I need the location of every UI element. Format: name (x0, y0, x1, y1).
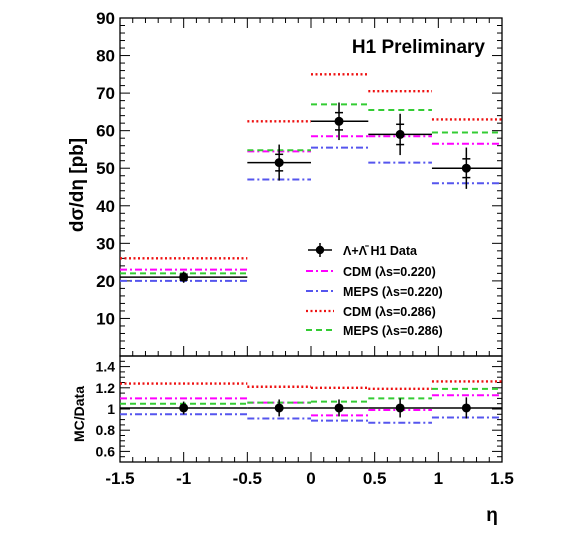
y-tick-label-ratio: 1 (107, 401, 115, 417)
x-tick-label: 0.5 (363, 469, 387, 488)
y-tick-label-main: 40 (96, 197, 115, 216)
legend-entry-data: Λ+Λ̄ H1 Data (308, 243, 418, 258)
data-point-marker (461, 163, 471, 173)
tick-labels: -1.5 -1 -0.5 0 0.5 1 1.5 10 20 30 40 50 60 70 80 90 0.6 0… (96, 9, 514, 488)
model-series (120, 73, 502, 424)
plot-title: H1 Preliminary (352, 37, 485, 58)
legend: Λ+Λ̄ H1 Data CDM (λs=0.220) MEPS (λs=0.2… (306, 243, 443, 338)
data-point-marker (179, 272, 189, 282)
legend-entry-meps-0220: MEPS (λs=0.220) (306, 285, 443, 299)
x-tick-label: 1.5 (490, 469, 514, 488)
y-tick-label-main: 50 (96, 159, 115, 178)
ratio-point-marker (395, 403, 405, 413)
legend-marker-data-dot (315, 245, 325, 255)
y-tick-label-ratio: 1.4 (96, 359, 116, 375)
y-tick-label-main: 90 (96, 9, 115, 28)
data-points (120, 102, 502, 419)
x-tick-label: -0.5 (233, 469, 262, 488)
data-point-marker (274, 158, 284, 168)
y-tick-label-ratio: 1.2 (96, 380, 116, 396)
legend-entry-meps-0286: MEPS (λs=0.286) (306, 324, 443, 338)
ratio-point-marker (179, 403, 189, 413)
legend-entry-cdm-0286: CDM (λs=0.286) (306, 305, 436, 319)
y-tick-label-main: 10 (96, 309, 115, 328)
legend-label-data: Λ+Λ̄ H1 Data (343, 244, 418, 258)
axis-ticks (119, 17, 503, 463)
ratio-point-marker (334, 403, 344, 413)
ratio-point-marker (461, 403, 471, 413)
y-tick-label-main: 70 (96, 84, 115, 103)
y-axis-title-main: dσ/dη [pb] (67, 138, 88, 232)
y-tick-label-main: 60 (96, 122, 115, 141)
legend-entry-cdm-0220: CDM (λs=0.220) (306, 265, 436, 279)
y-tick-label-main: 80 (96, 47, 115, 66)
data-point-marker (334, 116, 344, 126)
x-tick-label: 0 (306, 469, 315, 488)
legend-label-meps-0286: MEPS (λs=0.286) (343, 324, 443, 338)
legend-label-cdm-0220: CDM (λs=0.220) (343, 265, 436, 279)
y-tick-label-ratio: 0.6 (96, 443, 116, 459)
y-tick-label-ratio: 0.8 (96, 422, 116, 438)
x-axis-title: η (486, 505, 498, 526)
legend-label-cdm-0286: CDM (λs=0.286) (343, 305, 436, 319)
ratio-point-marker (274, 403, 284, 413)
legend-label-meps-0220: MEPS (λs=0.220) (343, 285, 443, 299)
ratio-plot-frame (119, 355, 503, 463)
x-tick-label: -1.5 (105, 469, 134, 488)
x-tick-label: -1 (176, 469, 191, 488)
y-tick-label-main: 20 (96, 272, 115, 291)
y-tick-label-main: 30 (96, 234, 115, 253)
x-tick-label: 1 (434, 469, 443, 488)
data-point-marker (395, 129, 405, 139)
main-plot-frame (119, 17, 503, 357)
y-axis-title-ratio: MC/Data (71, 386, 87, 442)
